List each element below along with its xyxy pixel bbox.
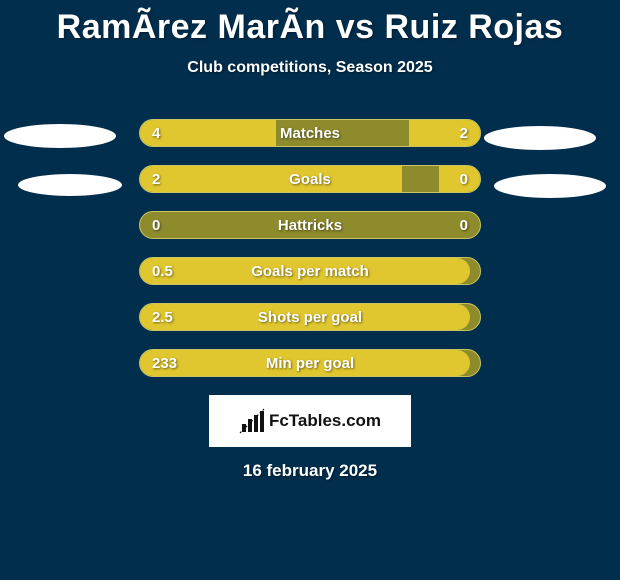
stat-value-right: 2 — [460, 125, 468, 142]
stat-label: Hattricks — [278, 217, 342, 234]
stat-value-left: 4 — [152, 125, 160, 142]
page-title: RamÃrez MarÃn vs Ruiz Rojas — [0, 0, 620, 47]
chart-bars-icon — [239, 408, 265, 434]
page-subtitle: Club competitions, Season 2025 — [0, 59, 620, 77]
stat-bar-fill-right — [409, 120, 480, 146]
stat-bar-track: 2 Goals 0 — [139, 165, 481, 193]
stat-bar-track: 233 Min per goal — [139, 349, 481, 377]
stat-row: 4 Matches 2 — [0, 119, 620, 147]
stat-label: Min per goal — [266, 355, 354, 372]
stat-bar-track: 0.5 Goals per match — [139, 257, 481, 285]
stat-label: Shots per goal — [258, 309, 362, 326]
stat-value-left: 0 — [152, 217, 160, 234]
stats-rows: 4 Matches 2 2 Goals 0 0 Hattricks 0 0.5 Goals per … — [0, 119, 620, 377]
stat-row: 0 Hattricks 0 — [0, 211, 620, 239]
stat-value-right: 0 — [460, 171, 468, 188]
stat-row: 0.5 Goals per match — [0, 257, 620, 285]
stat-label: Goals per match — [251, 263, 369, 280]
comparison-date: 16 february 2025 — [0, 461, 620, 481]
stat-row: 2.5 Shots per goal — [0, 303, 620, 331]
stat-bar-fill-left — [140, 120, 276, 146]
stat-value-left: 0.5 — [152, 263, 173, 280]
badge-text: FcTables.com — [269, 411, 381, 431]
stat-row: 2 Goals 0 — [0, 165, 620, 193]
fctables-badge[interactable]: FcTables.com — [209, 395, 411, 447]
stat-value-right: 0 — [460, 217, 468, 234]
stat-bar-fill-left — [140, 166, 402, 192]
stat-value-left: 2 — [152, 171, 160, 188]
stat-value-left: 233 — [152, 355, 177, 372]
stat-label: Goals — [289, 171, 331, 188]
stat-row: 233 Min per goal — [0, 349, 620, 377]
stat-bar-track: 4 Matches 2 — [139, 119, 481, 147]
stat-label: Matches — [280, 125, 340, 142]
stat-bar-track: 2.5 Shots per goal — [139, 303, 481, 331]
stat-bar-track: 0 Hattricks 0 — [139, 211, 481, 239]
stat-value-left: 2.5 — [152, 309, 173, 326]
